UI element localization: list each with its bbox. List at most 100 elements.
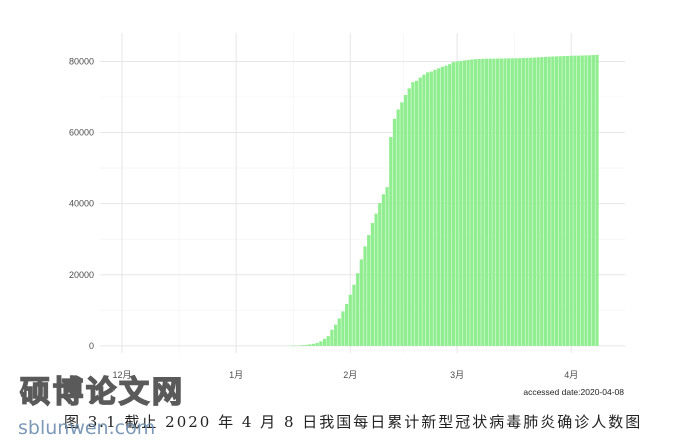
y-tick-label: 40000 (69, 199, 94, 209)
bar (507, 58, 511, 346)
bar (499, 58, 503, 346)
bar (414, 80, 419, 346)
bar-series (289, 54, 599, 347)
bar (470, 59, 474, 346)
bar (407, 88, 411, 346)
bar (492, 58, 496, 346)
cumulative-cases-chart: 0 20000 40000 60000 80000 12月 1月 2月 3月 4月 access… (69, 33, 625, 397)
bar (543, 56, 548, 346)
bar (429, 71, 433, 346)
bar (444, 65, 448, 346)
bar (558, 56, 562, 346)
x-axis-ticks: 12月 1月 2月 3月 4月 (112, 370, 578, 380)
bar (521, 58, 525, 346)
bar (591, 55, 595, 346)
bar (326, 336, 330, 346)
bar (462, 60, 467, 346)
bar (433, 69, 437, 346)
bar (411, 82, 415, 346)
bar (451, 62, 456, 346)
bar (304, 344, 308, 346)
bar (396, 109, 400, 346)
bar (389, 136, 393, 346)
bar (422, 74, 426, 346)
bar (459, 60, 463, 346)
x-tick-label: 2月 (343, 370, 357, 380)
bar (367, 235, 371, 346)
bar (418, 77, 422, 346)
bar (403, 95, 408, 346)
bar (514, 58, 518, 346)
bar (569, 55, 573, 346)
bar (588, 55, 592, 346)
bar (595, 54, 599, 346)
bar (565, 55, 570, 346)
bar (466, 59, 470, 346)
x-tick-label: 3月 (450, 370, 464, 380)
x-tick-label: 4月 (564, 370, 578, 380)
bar (495, 58, 500, 346)
watermark-logo: 硕博论文网 sblunwen.com (18, 374, 185, 439)
x-tick-label: 12月 (112, 370, 131, 380)
bar (473, 59, 478, 346)
bar (378, 203, 382, 346)
bar (488, 58, 492, 346)
bar (448, 64, 452, 346)
bar (381, 194, 386, 346)
y-tick-label: 0 (89, 341, 94, 351)
bar (440, 66, 444, 346)
bar (319, 341, 323, 346)
bar (374, 213, 378, 346)
bar (477, 58, 481, 346)
y-tick-label: 20000 (69, 270, 94, 280)
bar (344, 303, 349, 346)
bar (532, 57, 537, 346)
x-tick-label: 1月 (229, 370, 243, 380)
bar (484, 58, 489, 346)
bar (525, 57, 529, 346)
bar (300, 345, 305, 346)
bar (562, 56, 566, 346)
bar (426, 72, 430, 346)
bar (554, 56, 559, 346)
y-axis-ticks: 0 20000 40000 60000 80000 (69, 56, 94, 350)
bar (518, 58, 522, 346)
bar (322, 338, 327, 346)
bar (503, 58, 507, 346)
y-tick-label: 60000 (69, 128, 94, 138)
bar (437, 68, 441, 346)
bar (529, 57, 533, 346)
bar (330, 329, 334, 346)
bar (481, 58, 485, 346)
watermark-text: 硕博论文网 (20, 375, 185, 410)
bar (455, 61, 459, 346)
bar (540, 57, 544, 346)
bar (308, 344, 312, 346)
bar (510, 58, 514, 346)
bar (356, 273, 360, 346)
y-tick-label: 80000 (69, 56, 94, 66)
bar (580, 55, 584, 346)
bar (573, 55, 577, 346)
accessed-date-note: accessed date:2020-04-08 (523, 387, 624, 397)
bar (584, 55, 588, 346)
bar (337, 318, 341, 346)
figure-caption: 图 3.1 截止 2020 年 4 月 8 日我国每日累计新型冠状病毒肺炎确诊人… (64, 413, 643, 431)
bar (576, 55, 581, 346)
bar (311, 343, 316, 346)
bar (400, 102, 404, 346)
bar (348, 294, 352, 346)
bar (363, 246, 367, 346)
bar (392, 118, 397, 346)
bar (370, 223, 375, 346)
bar (341, 311, 345, 346)
watermark-url: sblunwen.com (18, 417, 155, 439)
bar (359, 259, 363, 346)
bar (352, 284, 356, 346)
bar (547, 56, 551, 346)
bar (536, 57, 540, 346)
bar (315, 342, 319, 346)
bar (385, 187, 389, 346)
bar (551, 56, 555, 346)
bar (333, 324, 338, 346)
